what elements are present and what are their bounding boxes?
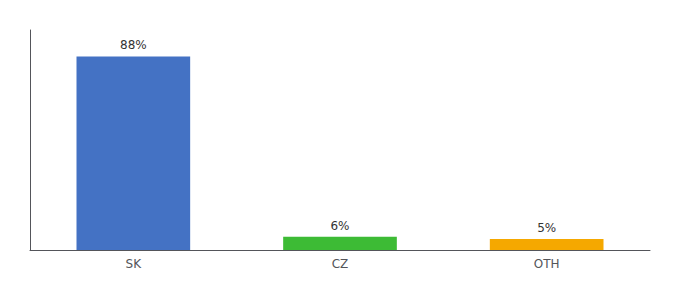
svg-text:OTH: OTH: [534, 257, 560, 271]
svg-text:CZ: CZ: [332, 257, 349, 271]
svg-text:5%: 5%: [537, 221, 556, 235]
svg-text:SK: SK: [126, 257, 143, 271]
svg-text:6%: 6%: [330, 219, 349, 233]
svg-text:88%: 88%: [120, 38, 147, 52]
